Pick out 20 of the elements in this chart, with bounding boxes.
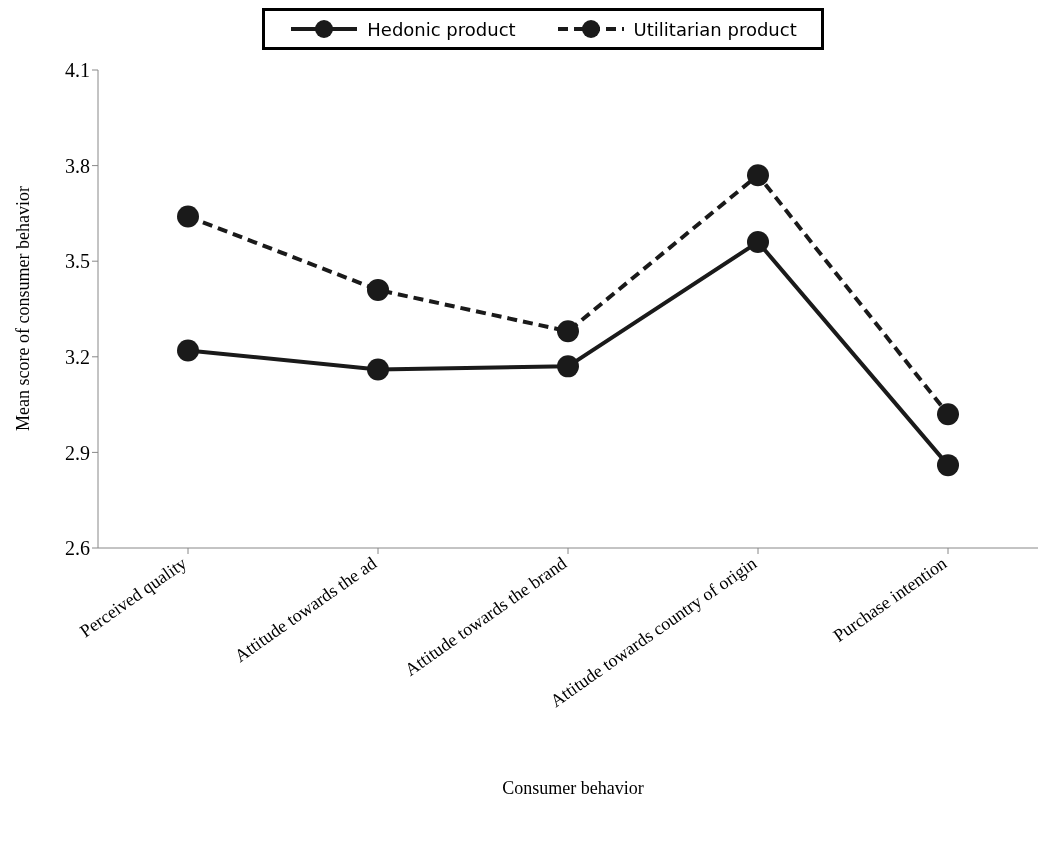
x-axis-title: Consumer behavior xyxy=(501,778,645,799)
point xyxy=(367,278,389,301)
legend-label: Hedonic product xyxy=(367,18,516,40)
point xyxy=(557,355,579,378)
point xyxy=(937,403,959,426)
point xyxy=(177,205,199,228)
y-tick-label: 3.8 xyxy=(65,154,90,177)
y-tick-label: 2.9 xyxy=(65,441,90,464)
point xyxy=(557,320,579,343)
y-tick-label: 3.5 xyxy=(65,250,90,273)
y-tick-label: 2.6 xyxy=(65,537,90,560)
point xyxy=(747,231,769,254)
y-axis-title: Mean score of consumer behavior xyxy=(12,185,34,431)
y-tick-label: 4.1 xyxy=(65,59,90,82)
point xyxy=(747,164,769,187)
point xyxy=(937,454,959,477)
point xyxy=(177,339,199,362)
y-tick-label: 3.2 xyxy=(65,345,90,368)
legend-label: Utilitarian product xyxy=(633,18,797,40)
point xyxy=(367,358,389,381)
